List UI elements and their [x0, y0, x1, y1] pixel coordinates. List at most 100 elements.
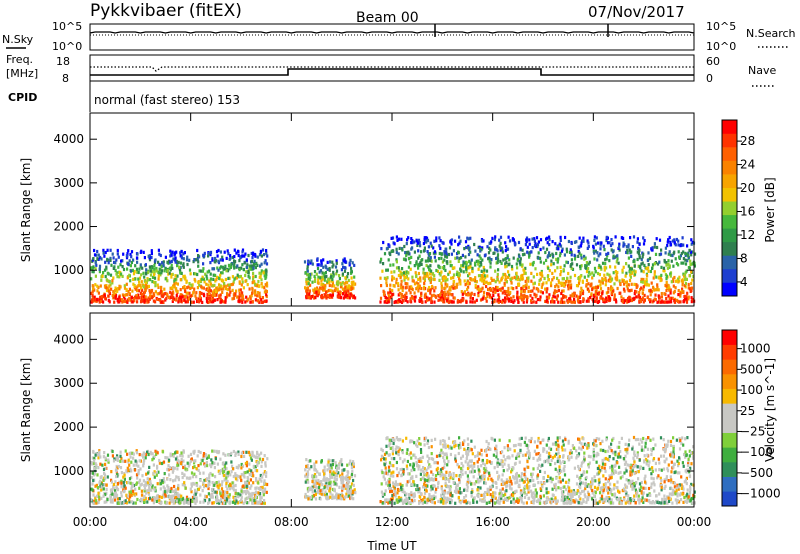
- echo-cell: [654, 461, 657, 465]
- echo-cell: [434, 259, 437, 263]
- echo-cell: [265, 251, 268, 255]
- echo-cell: [561, 281, 564, 285]
- echo-cell: [495, 256, 498, 261]
- echo-cell: [466, 485, 469, 489]
- echo-cell: [183, 285, 186, 289]
- echo-cell: [228, 267, 231, 271]
- echo-cell: [547, 479, 550, 483]
- echo-cell: [210, 300, 213, 304]
- echo-cell: [423, 293, 427, 297]
- echo-cell: [104, 466, 107, 470]
- echo-cell: [401, 285, 404, 289]
- echo-cell: [328, 466, 331, 470]
- echo-cell: [535, 494, 538, 498]
- echo-cell: [351, 490, 355, 495]
- cpid-text: normal (fast stereo) 153: [94, 93, 240, 107]
- echo-cell: [554, 295, 557, 299]
- echo-cell: [337, 471, 340, 475]
- echo-cell: [164, 291, 167, 296]
- echo-cell: [153, 276, 157, 280]
- echo-cell: [228, 286, 231, 290]
- echo-cell: [304, 286, 307, 290]
- echo-cell: [570, 258, 573, 262]
- echo-cell: [524, 266, 527, 270]
- echo-cell: [318, 472, 321, 476]
- echo-cell: [623, 282, 626, 286]
- echo-cell: [243, 475, 246, 479]
- echo-cell: [149, 273, 153, 277]
- echo-cell: [555, 251, 558, 256]
- echo-cell: [507, 235, 510, 239]
- echo-cell: [128, 292, 131, 296]
- echo-cell: [177, 300, 180, 304]
- echo-cell: [348, 476, 351, 480]
- echo-cell: [100, 299, 103, 303]
- echo-cell: [120, 501, 123, 505]
- echo-cell: [682, 243, 685, 247]
- echo-cell: [158, 292, 161, 296]
- echo-cell: [534, 267, 537, 271]
- echo-cell: [222, 267, 225, 271]
- echo-cell: [469, 265, 472, 269]
- echo-cell: [166, 268, 169, 273]
- echo-cell: [519, 263, 522, 267]
- echo-cell: [198, 291, 202, 295]
- echo-cell: [560, 289, 564, 293]
- echo-cell: [138, 459, 141, 463]
- echo-cell: [485, 280, 488, 284]
- echo-cell: [505, 280, 508, 284]
- echo-cell: [553, 289, 556, 293]
- echo-cell: [211, 267, 214, 271]
- echo-cell: [411, 279, 414, 283]
- echo-cell: [440, 291, 443, 295]
- echo-cell: [565, 260, 568, 264]
- echo-cell: [628, 248, 631, 252]
- echo-cell: [452, 300, 455, 304]
- echo-cell: [159, 291, 162, 295]
- echo-cell: [139, 263, 142, 267]
- echo-cell: [317, 278, 320, 282]
- echo-cell: [452, 266, 455, 270]
- echo-cell: [157, 277, 160, 281]
- echo-cell: [96, 501, 99, 505]
- echo-cell: [516, 293, 519, 297]
- echo-cell: [544, 250, 547, 255]
- echo-cell: [418, 441, 421, 446]
- echo-cell: [605, 279, 608, 283]
- echo-cell: [140, 249, 143, 253]
- echo-cell: [454, 239, 457, 243]
- echo-cell: [346, 463, 349, 467]
- echo-cell: [240, 451, 243, 455]
- echo-cell: [693, 264, 696, 268]
- echo-cell: [91, 296, 94, 300]
- echo-cell: [307, 459, 310, 463]
- echo-cell: [208, 498, 211, 502]
- echo-cell: [117, 265, 120, 269]
- echo-cell: [445, 247, 448, 251]
- echo-cell: [494, 289, 498, 293]
- echo-cell: [170, 494, 173, 499]
- echo-cell: [229, 482, 232, 486]
- echo-cell: [401, 288, 404, 293]
- echo-cell: [243, 454, 246, 458]
- echo-cell: [468, 281, 471, 285]
- echo-cell: [144, 480, 147, 484]
- echo-cell: [486, 292, 489, 296]
- echo-cell: [329, 288, 332, 292]
- echo-cell: [547, 438, 550, 443]
- echo-cell: [443, 290, 446, 294]
- echo-cell: [155, 499, 158, 503]
- freq-label: Freq.: [6, 53, 33, 66]
- echo-cell: [131, 268, 134, 272]
- echo-cell: [671, 253, 674, 258]
- echo-cell: [244, 480, 247, 484]
- echo-cell: [341, 488, 344, 492]
- echo-cell: [144, 496, 147, 500]
- echo-cell: [531, 289, 534, 293]
- echo-cell: [165, 296, 168, 301]
- echo-cell: [164, 277, 167, 281]
- echo-cell: [102, 248, 105, 252]
- echo-cell: [228, 283, 231, 287]
- echo-cell: [528, 253, 531, 257]
- echo-cell: [265, 273, 268, 277]
